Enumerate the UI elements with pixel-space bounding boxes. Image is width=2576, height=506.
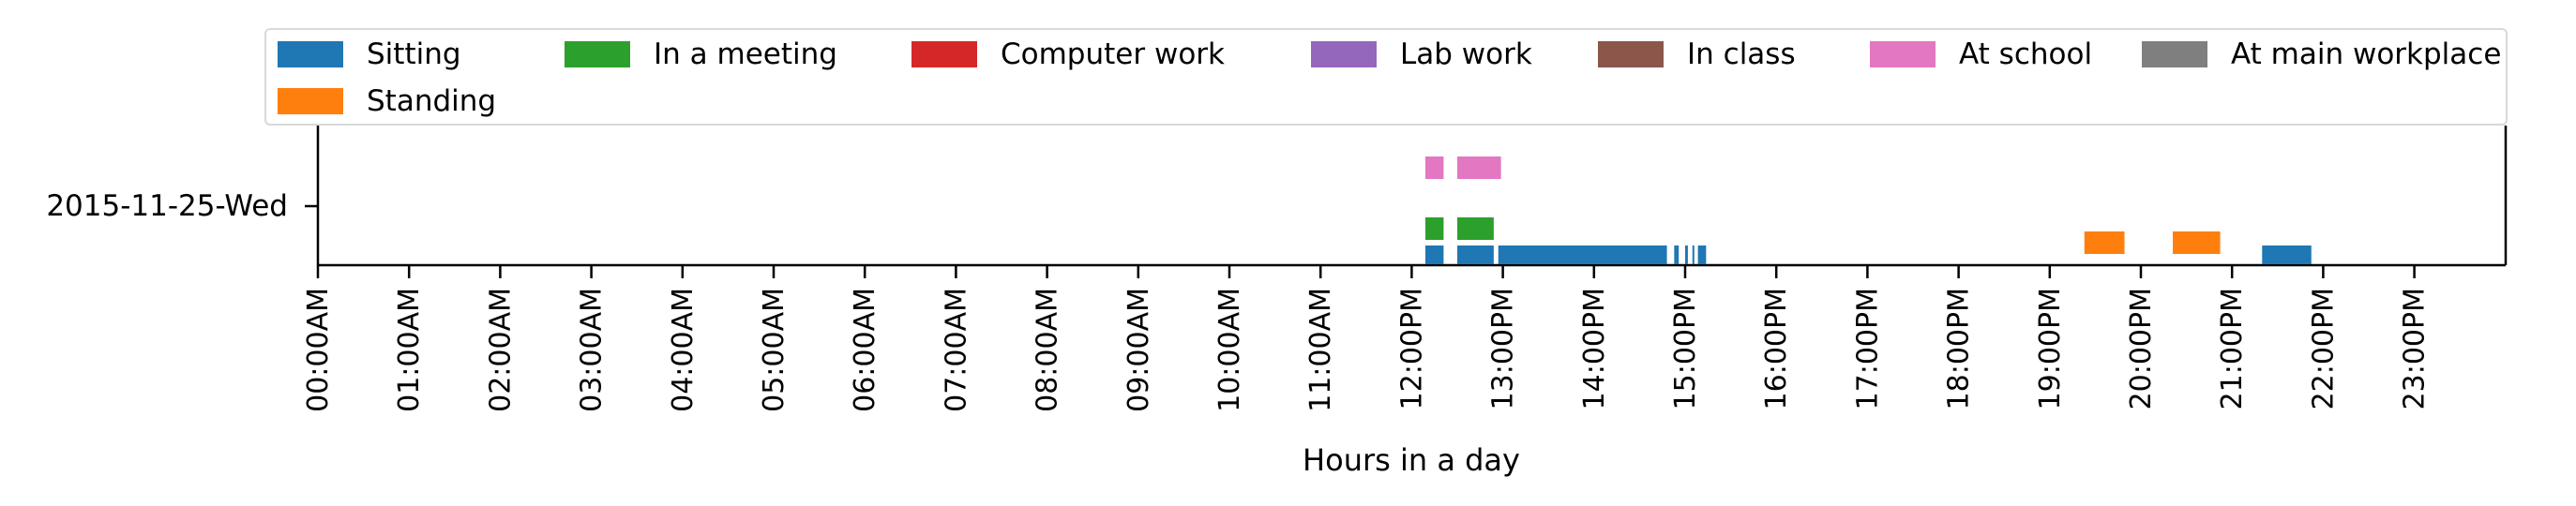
x-tick-label: 22:00PM	[2307, 288, 2340, 409]
x-tick-label: 05:00AM	[758, 288, 791, 412]
bar-standing	[2084, 231, 2125, 254]
x-tick-label: 12:00PM	[1395, 288, 1428, 409]
legend-label: Standing	[367, 84, 497, 118]
x-tick-label: 01:00AM	[393, 288, 426, 412]
x-tick-label: 16:00PM	[1760, 288, 1793, 409]
x-tick-label: 23:00PM	[2399, 288, 2432, 409]
x-tick-label: 02:00AM	[484, 288, 517, 412]
x-tick-label: 09:00AM	[1122, 288, 1155, 412]
x-tick-label: 17:00PM	[1851, 288, 1884, 409]
legend-label: Lab work	[1400, 37, 1532, 71]
x-tick-label: 10:00AM	[1213, 288, 1246, 412]
x-tick-label: 13:00PM	[1487, 288, 1520, 409]
x-tick-label: 04:00AM	[667, 288, 700, 412]
x-tick-label: 18:00PM	[1943, 288, 1976, 409]
legend: Sitting In a meeting Computer work Lab work…	[264, 28, 2508, 126]
legend-label: At school	[1959, 37, 2093, 71]
bar-sitting	[1424, 246, 1444, 264]
x-tick-label: 08:00AM	[1032, 288, 1064, 412]
bar-at-school	[1424, 156, 1444, 179]
bar-sitting	[2262, 246, 2312, 264]
legend-swatch	[1311, 41, 1377, 67]
bar-standing	[2173, 231, 2221, 254]
legend-swatch	[278, 88, 343, 114]
legend-swatch	[2142, 41, 2207, 67]
bar-sitting	[1685, 246, 1688, 264]
x-tick-label: 14:00PM	[1578, 288, 1611, 409]
legend-item: In a meeting	[565, 37, 837, 71]
x-tick-label: 07:00AM	[940, 288, 972, 412]
legend-label: At main workplace	[2231, 37, 2502, 71]
legend-swatch	[911, 41, 977, 67]
x-tick-label: 00:00AM	[302, 288, 335, 412]
legend-swatch	[1870, 41, 1936, 67]
activity-bars	[1424, 156, 2312, 264]
bar-sitting	[1498, 246, 1667, 264]
x-axis: 00:00AM 01:00AM 02:00AM 03:00AM 04:00AM 05:00…	[302, 265, 2432, 412]
legend-swatch	[1598, 41, 1664, 67]
bar-sitting	[1697, 246, 1707, 264]
legend-label: Computer work	[1001, 37, 1225, 71]
x-tick-label: 21:00PM	[2216, 288, 2249, 409]
bar-in-a-meeting	[1457, 217, 1494, 240]
legend-swatch	[565, 41, 630, 67]
bar-sitting	[1674, 246, 1680, 264]
x-axis-label: Hours in a day	[1303, 442, 1520, 478]
x-tick-label: 20:00PM	[2125, 288, 2158, 409]
legend-item: Lab work	[1311, 37, 1532, 71]
legend-item: Standing	[278, 84, 496, 118]
bar-at-school	[1457, 156, 1501, 179]
x-tick-label: 03:00AM	[576, 288, 609, 412]
x-tick-label: 06:00AM	[849, 288, 881, 412]
bar-in-a-meeting	[1424, 217, 1444, 240]
y-tick-label: 2015-11-25-Wed	[46, 189, 288, 223]
legend-item: Sitting	[278, 37, 461, 71]
legend-item: Computer work	[911, 37, 1225, 71]
bar-sitting	[1692, 246, 1695, 264]
legend-label: In class	[1687, 37, 1796, 71]
x-tick-label: 11:00AM	[1304, 288, 1337, 412]
x-tick-label: 19:00PM	[2034, 288, 2067, 409]
legend-item: In class	[1598, 37, 1796, 71]
legend-item: At school	[1870, 37, 2092, 71]
legend-item: At main workplace	[2142, 37, 2501, 71]
legend-label: Sitting	[367, 37, 461, 71]
legend-swatch	[278, 41, 343, 67]
x-tick-label: 15:00PM	[1669, 288, 1702, 409]
bar-sitting	[1457, 246, 1494, 264]
legend-label: In a meeting	[654, 37, 837, 71]
